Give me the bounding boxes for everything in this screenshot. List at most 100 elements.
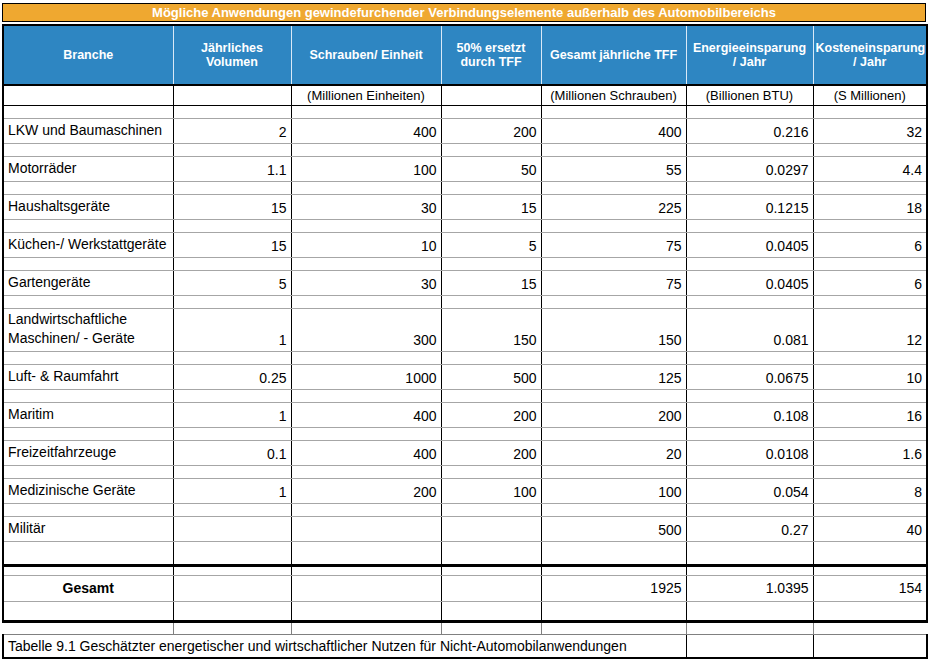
empty-cell <box>686 634 813 658</box>
cell-value: 0.27 <box>686 516 813 541</box>
spacer-cell <box>441 389 541 402</box>
spacer-row <box>3 503 927 516</box>
spacer-cell <box>3 541 173 565</box>
cell-value: 200 <box>441 118 541 143</box>
cell-value: 0.0675 <box>686 364 813 389</box>
spacer-cell <box>541 219 686 232</box>
spacer-row <box>3 351 927 364</box>
unit-cell <box>3 85 173 105</box>
spacer-cell <box>813 427 927 440</box>
cell-value: 12 <box>813 308 927 351</box>
unit-cell: (Billionen BTU) <box>686 85 813 105</box>
total-row: Gesamt 1925 1.0395 154 <box>3 575 927 601</box>
cell-value: 100 <box>541 478 686 503</box>
spacer-cell <box>813 181 927 194</box>
spacer-cell <box>441 465 541 478</box>
gap-cell <box>291 621 441 634</box>
spacer-row <box>3 219 927 232</box>
empty-cell <box>291 601 441 621</box>
cell-value: 4.4 <box>813 156 927 181</box>
spacer-cell <box>441 503 541 516</box>
spacer-cell <box>173 541 291 565</box>
cell-value: 150 <box>441 308 541 351</box>
spacer-cell <box>173 427 291 440</box>
cell-value: 225 <box>541 194 686 219</box>
spacer-cell <box>441 541 541 565</box>
document-page: Mögliche Anwendungen gewindefurchender V… <box>0 0 928 659</box>
cell-value: 200 <box>441 402 541 427</box>
spacer-cell <box>291 389 441 402</box>
spacer-cell <box>173 295 291 308</box>
spacer-cell <box>813 503 927 516</box>
spacer-cell <box>173 465 291 478</box>
table-row: Küchen-/ Werkstattgeräte15105750.04056 <box>3 232 927 257</box>
cell-value: 2 <box>173 118 291 143</box>
column-header-kosteneinsparung: Kosteneinsparung / Jahr <box>813 25 927 85</box>
spacer-cell <box>291 465 441 478</box>
cell-value: 6 <box>813 232 927 257</box>
spacer-cell <box>291 503 441 516</box>
empty-cell <box>813 601 927 621</box>
spacer-cell <box>173 389 291 402</box>
spacer-cell <box>441 257 541 270</box>
spacer-cell <box>686 143 813 156</box>
cell-value: 100 <box>441 478 541 503</box>
cell-branche: Motorräder <box>3 156 173 181</box>
empty-cell <box>813 634 927 658</box>
cell-branche: Haushaltsgeräte <box>3 194 173 219</box>
column-header-energieeinsparung: Energieeinsparung / Jahr <box>686 25 813 85</box>
table-body: LKW und Baumaschinen24002004000.21632 Mot… <box>3 105 927 565</box>
cell-value: 75 <box>541 232 686 257</box>
unit-cell: (Millionen Schrauben) <box>541 85 686 105</box>
column-header-50-ersetzt-tff: 50% ersetzt durch TFF <box>441 25 541 85</box>
cell-value: 0.081 <box>686 308 813 351</box>
column-header-branche: Branche <box>3 25 173 85</box>
cell-branche: Militär <box>3 516 173 541</box>
cell-branche: Küchen-/ Werkstattgeräte <box>3 232 173 257</box>
empty-cell <box>813 565 927 575</box>
cell-value: 0.1215 <box>686 194 813 219</box>
spacer-cell <box>441 295 541 308</box>
cell-value: 5 <box>441 232 541 257</box>
spacer-cell <box>541 465 686 478</box>
cell-value: 10 <box>291 232 441 257</box>
spacer-cell <box>173 257 291 270</box>
cell-value: 15 <box>441 270 541 295</box>
cell-value <box>291 516 441 541</box>
empty-cell <box>173 565 291 575</box>
spacer-cell <box>3 351 173 364</box>
spacer-cell <box>3 143 173 156</box>
table-row: Militär5000.2740 <box>3 516 927 541</box>
cell-value: 16 <box>813 402 927 427</box>
cell-value <box>173 516 291 541</box>
spacer-cell <box>441 181 541 194</box>
spacer-cell <box>441 427 541 440</box>
separator-row-bottom <box>3 601 927 621</box>
caption-row: Tabelle 9.1 Geschätzter energetischer un… <box>3 634 927 658</box>
cell-value: 0.0405 <box>686 232 813 257</box>
cell-value: 15 <box>173 194 291 219</box>
spacer-cell <box>541 503 686 516</box>
spacer-cell <box>173 503 291 516</box>
cell-value: 0.1 <box>173 440 291 465</box>
cell-value: 200 <box>541 402 686 427</box>
spacer-cell <box>813 219 927 232</box>
cell-value: 1 <box>173 402 291 427</box>
spacer-cell <box>291 351 441 364</box>
cell-value: 0.108 <box>686 402 813 427</box>
spacer-cell <box>541 181 686 194</box>
empty-cell <box>3 601 173 621</box>
unit-cell: (Millionen Einheiten) <box>291 85 441 105</box>
spacer-row <box>3 427 927 440</box>
cell-value: 6 <box>813 270 927 295</box>
cell-value: 400 <box>291 440 441 465</box>
cell-value: 100 <box>291 156 441 181</box>
cell-value: 40 <box>813 516 927 541</box>
cell-value: 400 <box>291 118 441 143</box>
cell-value: 30 <box>291 194 441 219</box>
table-row: LKW und Baumaschinen24002004000.21632 <box>3 118 927 143</box>
spacer-cell <box>291 295 441 308</box>
spacer-cell <box>686 389 813 402</box>
spacer-cell <box>3 181 173 194</box>
spacer-cell <box>541 389 686 402</box>
